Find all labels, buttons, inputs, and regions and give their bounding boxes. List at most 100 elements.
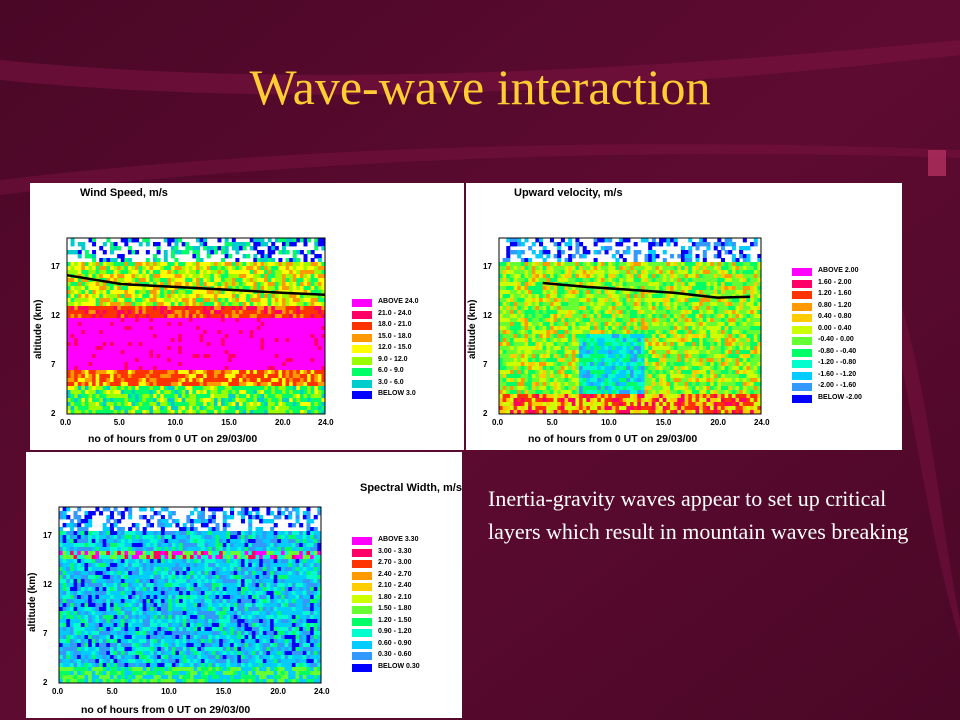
heatmap-cells xyxy=(67,238,326,415)
legend-label: ABOVE 2.00 xyxy=(818,267,859,274)
legend-label: -0.80 - -0.40 xyxy=(818,347,857,355)
legend-swatch xyxy=(792,360,812,368)
y-tick-label: 17 xyxy=(51,262,60,272)
y-tick-label: 7 xyxy=(43,629,48,639)
legend-swatch xyxy=(792,279,812,288)
x-tick-label: 0.0 xyxy=(492,418,504,427)
legend-swatch xyxy=(352,345,372,353)
slide-title: Wave-wave interaction xyxy=(249,59,711,115)
legend-swatch xyxy=(352,333,372,342)
legend-swatch xyxy=(352,548,372,557)
y-tick-label: 2 xyxy=(51,409,56,418)
legend-swatch xyxy=(352,652,372,660)
legend-label: 6.0 - 9.0 xyxy=(378,367,404,374)
legend-swatch xyxy=(792,394,812,403)
legend-label: -1.20 - -0.80 xyxy=(818,359,857,366)
y-tick-label: 17 xyxy=(483,262,492,272)
spectral-width-plot xyxy=(58,506,322,684)
x-tick-label: 20.0 xyxy=(270,687,286,696)
upward-velocity-plot xyxy=(498,237,762,415)
x-tick-label: 0.0 xyxy=(52,687,64,696)
y-tick-label: 17 xyxy=(43,531,52,541)
legend-swatch xyxy=(792,348,812,357)
legend-swatch xyxy=(352,299,372,307)
legend-label: 21.0 - 24.0 xyxy=(378,309,412,317)
overlay-line xyxy=(542,281,751,299)
legend-label: 1.50 - 1.80 xyxy=(378,605,412,612)
legend-label: 9.0 - 12.0 xyxy=(378,355,408,363)
legend-label: 15.0 - 18.0 xyxy=(378,332,412,340)
upward-velocity-chart: Upward velocity, m/s altitude (km) no of… xyxy=(466,183,902,450)
legend-swatch xyxy=(352,583,372,591)
wind-speed-plot xyxy=(66,237,326,415)
legend-label: -2.00 - -1.60 xyxy=(818,382,857,389)
x-tick-label: 15.0 xyxy=(215,687,232,696)
legend-swatch xyxy=(352,391,372,399)
legend-label: -0.40 - 0.00 xyxy=(818,336,854,343)
legend-swatch xyxy=(352,606,372,614)
legend-swatch xyxy=(352,322,372,330)
legend-label: 0.90 - 1.20 xyxy=(378,628,412,635)
y-axis-label: altitude (km) xyxy=(467,299,478,359)
legend-swatch xyxy=(352,537,372,545)
legend-swatch xyxy=(792,383,812,391)
legend-label: 2.10 - 2.40 xyxy=(378,582,412,589)
legend-swatch xyxy=(352,594,372,603)
chart-title: Upward velocity, m/s xyxy=(514,187,623,199)
plot-frame xyxy=(66,237,326,415)
y-tick-label: 2 xyxy=(43,678,48,687)
legend-label: 1.80 - 2.10 xyxy=(378,593,412,601)
legend-label: 18.0 - 21.0 xyxy=(378,321,412,328)
x-tick-label: 5.0 xyxy=(106,687,118,696)
legend-label: 1.60 - 2.00 xyxy=(818,278,852,286)
slide-caption: Inertia-gravity waves appear to set up c… xyxy=(488,486,909,544)
legend-swatch xyxy=(792,325,812,334)
legend-label: BELOW 3.0 xyxy=(378,390,416,397)
legend-swatch xyxy=(792,268,812,276)
legend-swatch xyxy=(792,314,812,322)
y-tick-label: 12 xyxy=(483,311,492,321)
heatmap-cells xyxy=(59,507,322,684)
x-tick-label: 0.0 xyxy=(60,418,72,427)
chart-title: Wind Speed, m/s xyxy=(80,187,168,199)
legend-swatch xyxy=(352,617,372,626)
legend-label: 0.80 - 1.20 xyxy=(818,301,852,309)
wind-speed-chart: Wind Speed, m/s altitude (km) no of hour… xyxy=(30,183,464,450)
overlay-line xyxy=(66,273,326,296)
x-tick-label: 10.0 xyxy=(167,418,184,427)
plot-frame xyxy=(58,506,322,684)
x-tick-label: 15.0 xyxy=(655,418,672,427)
y-tick-label: 7 xyxy=(51,360,56,370)
legend-swatch xyxy=(352,629,372,637)
legend-label: 0.30 - 0.60 xyxy=(378,651,412,658)
x-tick-label: 10.0 xyxy=(161,687,177,696)
legend-label: BELOW -2.00 xyxy=(818,393,862,401)
legend-swatch xyxy=(352,640,372,649)
x-tick-label: 10.0 xyxy=(601,418,617,427)
x-tick-label: 20.0 xyxy=(710,418,726,427)
legend-swatch xyxy=(792,302,812,311)
legend-label: 3.0 - 6.0 xyxy=(378,378,404,386)
x-tick-label: 15.0 xyxy=(221,418,237,427)
x-tick-label: 24.0 xyxy=(314,687,330,696)
legend-swatch xyxy=(792,291,812,299)
legend-label: 12.0 - 15.0 xyxy=(378,344,412,351)
legend-swatch xyxy=(792,371,812,380)
x-tick-label: 5.0 xyxy=(113,418,125,427)
x-axis-label: no of hours from 0 UT on 29/03/00 xyxy=(528,433,698,445)
x-tick-label: 20.0 xyxy=(275,418,291,427)
x-tick-label: 24.0 xyxy=(754,418,770,427)
spectral-width-chart: Spectral Width, m/s altitude (km) no of … xyxy=(26,452,462,718)
legend-swatch xyxy=(352,368,372,376)
legend-label: BELOW 0.30 xyxy=(378,662,420,670)
legend-swatch xyxy=(352,356,372,365)
y-tick-label: 2 xyxy=(483,409,488,418)
legend-swatch xyxy=(352,560,372,568)
plot-frame xyxy=(498,237,762,415)
y-tick-label: 7 xyxy=(483,360,488,370)
legend-swatch xyxy=(352,379,372,388)
x-axis-label: no of hours from 0 UT on 29/03/00 xyxy=(88,433,258,445)
y-axis-label: altitude (km) xyxy=(33,299,44,359)
legend-swatch xyxy=(352,663,372,672)
heatmap-cells xyxy=(499,238,762,415)
